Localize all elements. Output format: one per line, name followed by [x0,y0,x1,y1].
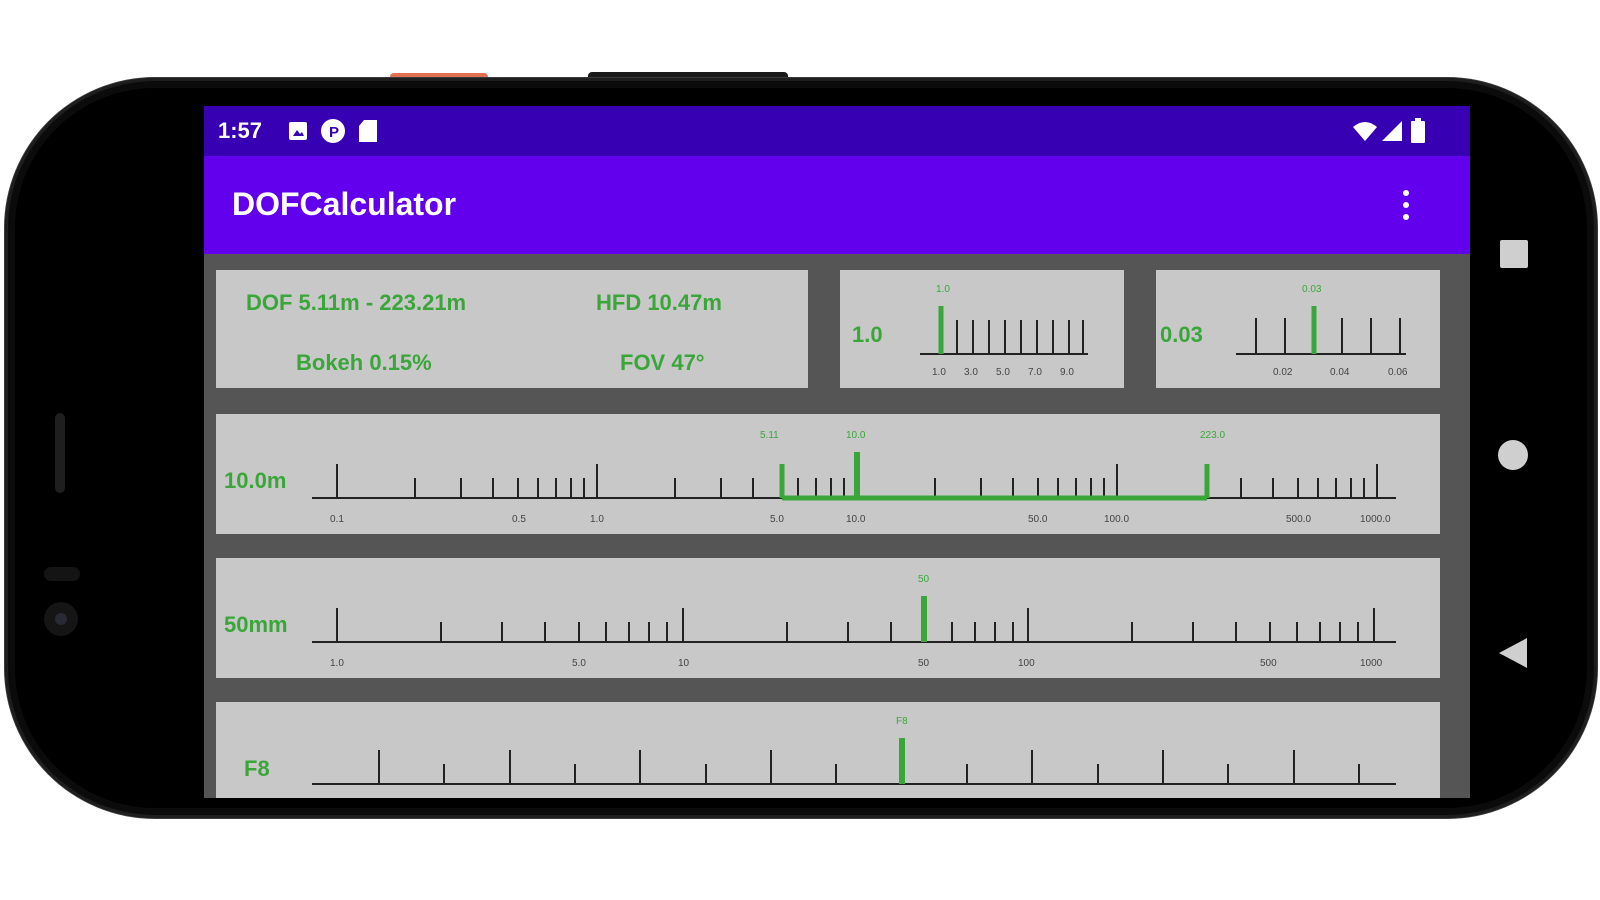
wifi-icon [1353,122,1377,141]
focal-tick-label: 50 [918,658,930,669]
focal-length-scale-panel[interactable]: 50mm 50 1.0 5.0 10 50 100 500 1000 [216,558,1440,678]
aperture-marker-label: F8 [896,716,908,727]
coc-scale[interactable]: 1.0 1.0 3.0 5.0 7.0 9.0 [840,270,1124,388]
svg-text:P: P [329,124,339,141]
focal-tick-label: 1.0 [330,658,344,669]
app-screen: 1:57 P DOFCalculator DOF 5.11m - 223.21m… [204,106,1470,798]
focal-length-scale[interactable]: 50 1.0 5.0 10 50 100 500 1000 [216,558,1440,678]
app-title: DOFCalculator [232,186,457,222]
fraction-tick-label: 0.02 [1273,367,1293,378]
fraction-value: 0.03 [1160,322,1203,347]
distance-tick-label: 1.0 [590,514,604,525]
focal-length-value: 50mm [224,612,288,637]
fraction-marker-label: 0.03 [1302,284,1322,295]
coc-tick-label: 1.0 [932,367,946,378]
coc-value: 1.0 [852,322,883,347]
focal-tick-label: 5.0 [572,658,586,669]
hfd-text: HFD 10.47m [596,290,722,315]
focal-tick-label: 500 [1260,658,1277,669]
sd-card-icon [359,120,377,142]
dof-text: DOF 5.11m - 223.21m [246,290,467,315]
cell-signal-icon [1382,121,1402,141]
app-bar: DOFCalculator [204,156,1470,254]
speaker-grille [55,413,65,493]
distance-tick-label: 1000.0 [1360,514,1391,525]
coc-tick-label: 7.0 [1028,367,1042,378]
proximity-sensor [44,567,80,581]
fraction-tick-label: 0.04 [1330,367,1350,378]
back-icon[interactable] [1497,636,1529,670]
fraction-scale[interactable]: 0.03 0.02 0.04 0.06 [1156,270,1440,388]
distance-tick-label: 0.1 [330,514,344,525]
aperture-value: F8 [244,756,270,781]
distance-tick-label: 50.0 [1028,514,1048,525]
focal-tick-label: 1000 [1360,658,1383,669]
app-notification-icon: P [321,119,345,143]
distance-tick-label: 10.0 [846,514,866,525]
near-limit-label: 5.11 [760,430,779,441]
info-panel: DOF 5.11m - 223.21m HFD 10.47m Bokeh 0.1… [216,270,808,388]
focal-tick-label: 100 [1018,658,1035,669]
fov-text: FOV 47° [620,350,705,375]
focus-marker-label: 10.0 [846,430,866,441]
distance-tick-label: 5.0 [770,514,784,525]
distance-tick-label: 500.0 [1286,514,1311,525]
coc-tick-label: 5.0 [996,367,1010,378]
aperture-scale-panel[interactable]: F8 F8 [216,702,1440,798]
power-button [588,72,788,81]
coc-scale-panel[interactable]: 1.0 1.0 1.0 3.0 5.0 7.0 9.0 [840,270,1124,388]
front-camera [44,602,78,636]
fraction-scale-panel[interactable]: 0.03 0.03 0.02 0.04 0.06 [1156,270,1440,388]
distance-scale-panel[interactable]: 10.0m 5.11 10.0 223.0 [216,414,1440,534]
recents-icon[interactable] [1500,240,1528,268]
aperture-scale[interactable]: F8 [216,702,1440,798]
status-bar: 1:57 P [204,106,1470,156]
far-limit-label: 223.0 [1200,430,1225,441]
distance-tick-label: 0.5 [512,514,526,525]
overflow-menu-icon[interactable] [1396,188,1416,222]
bokeh-text: Bokeh 0.15% [296,350,432,375]
focal-marker-label: 50 [918,574,930,585]
status-time: 1:57 [218,118,263,143]
fraction-tick-label: 0.06 [1388,367,1408,378]
coc-marker-label: 1.0 [936,284,950,295]
coc-tick-label: 9.0 [1060,367,1074,378]
volume-button [390,73,488,81]
distance-value: 10.0m [224,468,287,493]
distance-tick-label: 100.0 [1104,514,1129,525]
photo-notification-icon [289,122,307,140]
distance-scale[interactable]: 5.11 10.0 223.0 0.1 0.5 1.0 5.0 10.0 50.… [216,414,1440,534]
battery-icon [1411,118,1425,143]
coc-tick-label: 3.0 [964,367,978,378]
home-icon[interactable] [1498,440,1528,470]
focal-tick-label: 10 [678,658,690,669]
